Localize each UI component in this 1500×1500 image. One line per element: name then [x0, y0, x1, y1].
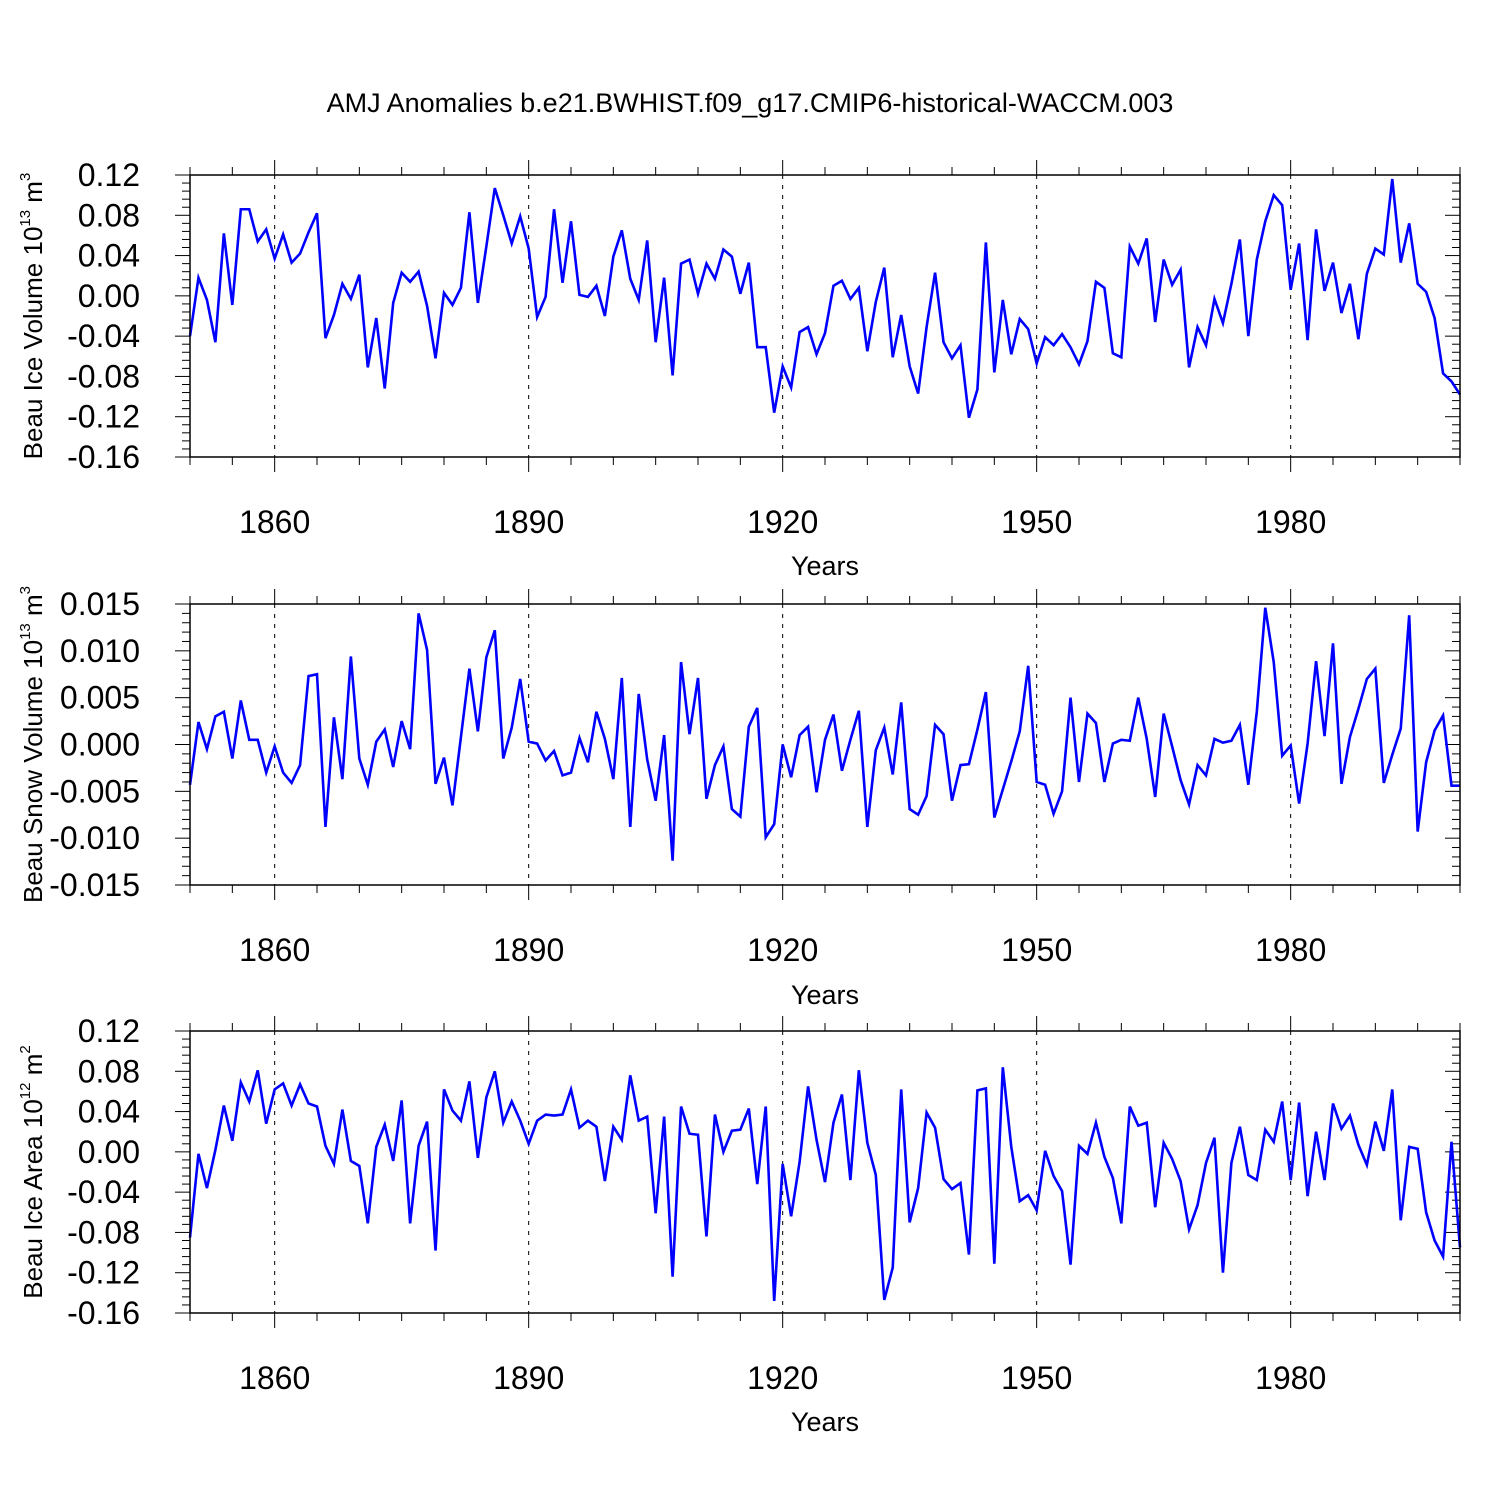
- ice-volume-y-axis-label: Beau Ice Volume 1013 m3: [17, 173, 48, 460]
- ice-area-y-tick-label: -0.08: [67, 1214, 140, 1250]
- ice-volume-y-tick-label: -0.04: [67, 318, 140, 354]
- snow-volume-y-tick-label: -0.010: [49, 820, 140, 856]
- snow-volume-x-tick-label: 1890: [493, 932, 564, 968]
- ice-volume-series-line: [188, 178, 1462, 419]
- ice-volume-y-tick-label: 0.08: [78, 197, 140, 233]
- snow-volume-series-line: [188, 607, 1460, 861]
- ice-area-y-tick-label: 0.00: [78, 1134, 140, 1170]
- ice-area-x-tick-label: 1890: [493, 1360, 564, 1396]
- snow-volume-plot-frame: [189, 603, 1461, 886]
- ice-area-x-tick-label: 1860: [239, 1360, 310, 1396]
- chart-title: AMJ Anomalies b.e21.BWHIST.f09_g17.CMIP6…: [327, 88, 1174, 118]
- ice-area-x-tick-label: 1980: [1255, 1360, 1326, 1396]
- snow-volume-x-tick-label: 1980: [1255, 932, 1326, 968]
- ice-volume-x-tick-label: 1890: [493, 504, 564, 540]
- ice-volume-x-tick-label: 1860: [239, 504, 310, 540]
- ice-volume-y-tick-label: 0.00: [78, 278, 140, 314]
- ice-volume-x-axis-label: Years: [791, 551, 859, 581]
- ice-area-y-tick-label: -0.16: [67, 1295, 140, 1331]
- ice-volume-x-tick-label: 1920: [747, 504, 818, 540]
- ice-area-x-tick-label: 1920: [747, 1360, 818, 1396]
- ice-area-series-line: [188, 1067, 1462, 1301]
- snow-volume-y-tick-label: -0.015: [49, 867, 140, 903]
- ice-area-y-axis-label: Beau Ice Area 1012 m2: [17, 1045, 48, 1298]
- snow-volume-y-axis-label: Beau Snow Volume 1013 m3: [17, 586, 48, 903]
- ice-area-x-tick-label: 1950: [1001, 1360, 1072, 1396]
- ice-volume-x-tick-label: 1950: [1001, 504, 1072, 540]
- ice-area-y-tick-label: 0.12: [78, 1013, 140, 1049]
- ice-volume-y-tick-label: -0.16: [67, 439, 140, 475]
- ice-area-x-axis-label: Years: [791, 1407, 859, 1437]
- snow-volume-y-tick-label: 0.005: [60, 680, 140, 716]
- ice-volume-y-tick-label: -0.08: [67, 358, 140, 394]
- ice-area-y-tick-label: 0.04: [78, 1094, 140, 1130]
- snow-volume-y-tick-label: 0.000: [60, 727, 140, 763]
- snow-volume-x-axis-label: Years: [791, 980, 859, 1010]
- panel-snow-volume: -0.015 -0.010 -0.005 0.000 0.005 0.010 0.015 18…: [17, 586, 1461, 1010]
- ice-area-plot-frame: [189, 1030, 1461, 1314]
- snow-volume-y-tick-label: 0.010: [60, 633, 140, 669]
- ice-volume-plot-frame: [189, 174, 1461, 458]
- panel-ice-area: -0.16 -0.12 -0.08 -0.04 0.00 0.04 0.08 0.12 1860…: [17, 1013, 1462, 1437]
- snow-volume-y-tick-label: 0.015: [60, 586, 140, 622]
- ice-volume-y-tick-label: -0.12: [67, 399, 140, 435]
- ice-area-y-tick-label: 0.08: [78, 1053, 140, 1089]
- ice-area-y-tick-label: -0.04: [67, 1174, 140, 1210]
- snow-volume-x-tick-label: 1920: [747, 932, 818, 968]
- snow-volume-y-tick-label: -0.005: [49, 773, 140, 809]
- panel-ice-volume: -0.16 -0.12 -0.08 -0.04 0.00 0.04 0.08 0.12 1860…: [17, 157, 1462, 581]
- snow-volume-x-tick-label: 1950: [1001, 932, 1072, 968]
- ice-volume-y-tick-label: 0.04: [78, 238, 140, 274]
- ice-volume-y-tick-label: 0.12: [78, 157, 140, 193]
- snow-volume-x-tick-label: 1860: [239, 932, 310, 968]
- ice-area-y-tick-label: -0.12: [67, 1255, 140, 1291]
- ice-volume-x-tick-label: 1980: [1255, 504, 1326, 540]
